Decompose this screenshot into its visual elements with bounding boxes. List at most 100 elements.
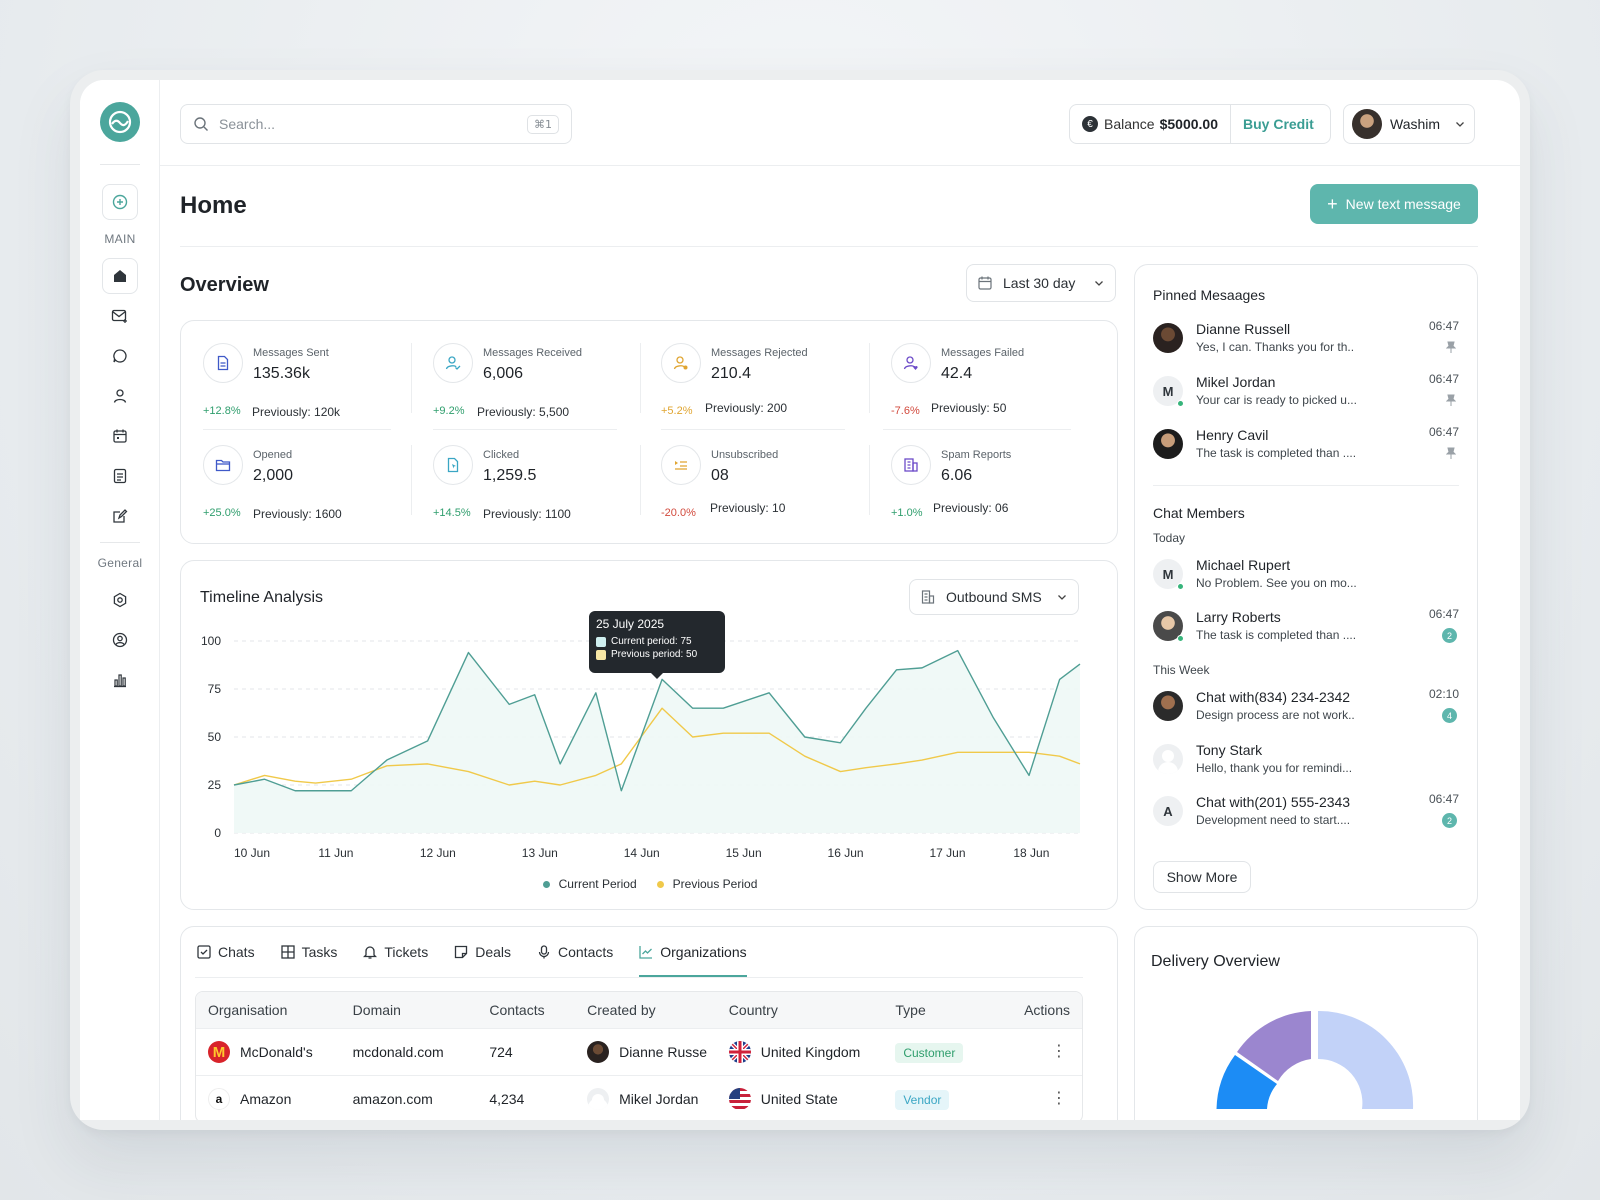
chat-member[interactable]: A Chat with(201) 555-2343 Development ne… [1153, 792, 1459, 832]
stat-messages-sent[interactable]: Messages Sent 135.36k +12.8% Previously:… [203, 343, 403, 443]
col-domain[interactable]: Domain [352, 1002, 401, 1018]
pinned-message[interactable]: Henry Cavil The task is completed than .… [1153, 425, 1459, 465]
x-tick-label: 13 Jun [522, 846, 558, 860]
tab-label: Deals [475, 944, 511, 960]
row-actions-button[interactable]: ⋮ [1008, 1091, 1082, 1107]
stat-clicked[interactable]: Clicked 1,259.5 +14.5% Previously: 1100 [433, 445, 633, 545]
country-name: United Kingdom [760, 1044, 861, 1060]
timeline-chart[interactable]: 100 75 50 25 0 10 Jun 11 Jun 12 Jun 13 Jun 14 Jun… [181, 561, 1119, 871]
tooltip-date: 25 July 2025 [596, 617, 665, 631]
x-tick-label: 14 Jun [624, 846, 660, 860]
user-menu[interactable]: Washim [1343, 104, 1475, 144]
sidebar-item-notes[interactable] [102, 498, 138, 534]
row-actions-button[interactable]: ⋮ [1008, 1044, 1082, 1060]
col-organisation[interactable]: Organisation [208, 1002, 288, 1018]
plus-icon: + [1327, 193, 1338, 214]
user-avatar [1352, 109, 1382, 139]
chat-members-title: Chat Members [1153, 505, 1245, 521]
pin-icon[interactable] [1446, 394, 1456, 406]
message-preview: The task is completed than .... [1196, 446, 1357, 460]
current-period-area [234, 650, 1080, 833]
stat-label: Messages Sent [253, 347, 329, 359]
user-star-icon [673, 356, 688, 370]
stat-messages-received[interactable]: Messages Received 6,006 +9.2% Previously… [433, 343, 633, 443]
pin-icon[interactable] [1446, 341, 1456, 353]
sms-type-select[interactable]: Outbound SMS [909, 579, 1079, 615]
chart-line-icon [639, 946, 653, 959]
col-created-by[interactable]: Created by [587, 1002, 656, 1018]
cell-created-by: Dianne Russe [587, 1041, 729, 1063]
col-country[interactable]: Country [728, 1002, 778, 1018]
tab-label: Organizations [660, 944, 747, 960]
donut-segment-light[interactable] [1318, 1010, 1414, 1109]
org-name: Amazon [240, 1091, 292, 1107]
tab-tickets[interactable]: Tickets [363, 927, 428, 977]
settings-icon [113, 592, 127, 608]
app-logo[interactable] [100, 102, 140, 142]
search-box[interactable]: Search... ⌘1 [180, 104, 572, 144]
donut-segment-purple[interactable] [1237, 1011, 1311, 1081]
online-indicator [1177, 400, 1184, 407]
y-tick-label: 50 [208, 730, 222, 744]
search-input[interactable]: Search... [219, 116, 276, 132]
sidebar-item-contacts[interactable] [102, 378, 138, 414]
grid-icon [280, 945, 295, 959]
organizations-card: Chats Tasks Tickets Deals Contacts Organ… [180, 926, 1118, 1120]
sidebar-item-home[interactable] [102, 258, 138, 294]
stat-unsubscribed[interactable]: Unsubscribed 08 -20.0% Previously: 10 [661, 445, 861, 545]
delivery-donut[interactable] [1135, 927, 1479, 1120]
stat-icon-wrap [433, 445, 473, 485]
chat-member[interactable]: Chat with(834) 234-2342 Design process a… [1153, 687, 1459, 727]
sidebar-item-reports[interactable] [102, 662, 138, 698]
stat-icon-wrap [203, 445, 243, 485]
stat-messages-rejected[interactable]: Messages Rejected 210.4 +5.2% Previously… [661, 343, 861, 443]
chat-member[interactable]: Larry Roberts The task is completed than… [1153, 607, 1459, 647]
legend-previous[interactable]: Previous Period [656, 877, 758, 891]
sidebar-item-profile[interactable] [102, 622, 138, 658]
sidebar-item-mail[interactable] [102, 298, 138, 334]
new-text-message-button[interactable]: + New text message [1310, 184, 1478, 224]
pinned-message[interactable]: M Mikel Jordan Your car is ready to pick… [1153, 372, 1459, 412]
type-badge: Vendor [895, 1090, 950, 1110]
buy-credit-button[interactable]: Buy Credit [1243, 116, 1314, 132]
tab-tasks[interactable]: Tasks [280, 927, 337, 977]
date-range-select[interactable]: Last 30 day [966, 264, 1116, 302]
tab-contacts[interactable]: Contacts [537, 927, 613, 977]
pin-icon[interactable] [1446, 447, 1456, 459]
chat-member[interactable]: Tony Stark Hello, thank you for remindi.… [1153, 740, 1459, 780]
chat-member[interactable]: M Michael Rupert No Problem. See you on … [1153, 555, 1459, 595]
sidebar-item-chat[interactable] [102, 338, 138, 374]
stat-opened[interactable]: Opened 2,000 +25.0% Previously: 1600 [203, 445, 403, 545]
col-type[interactable]: Type [895, 1002, 926, 1018]
cell-country: United State [728, 1088, 896, 1110]
sidebar-item-calendar[interactable] [102, 418, 138, 454]
uk-flag-icon [728, 1041, 751, 1063]
sidebar-add-button[interactable] [102, 184, 138, 220]
org-name: McDonald's [240, 1044, 313, 1060]
sidebar-item-settings[interactable] [102, 582, 138, 618]
avatar [1153, 744, 1183, 774]
pinned-message[interactable]: Dianne Russell Yes, I can. Thanks you fo… [1153, 319, 1459, 359]
stat-messages-failed[interactable]: Messages Failed 42.4 -7.6% Previously: 5… [891, 343, 1091, 443]
show-more-button[interactable]: Show More [1153, 861, 1251, 893]
unread-count: 2 [1442, 628, 1457, 643]
tabs-bar: Chats Tasks Tickets Deals Contacts Organ… [197, 927, 773, 977]
tab-deals[interactable]: Deals [454, 927, 511, 977]
chevron-down-icon [1095, 281, 1103, 286]
table-row[interactable]: M McDonald's mcdonald.com 724 Dianne Rus… [196, 1028, 1082, 1075]
donut-segment-blue[interactable] [1216, 1055, 1278, 1109]
stat-spam-reports[interactable]: Spam Reports 6.06 +1.0% Previously: 06 [891, 445, 1091, 545]
search-icon [194, 117, 208, 131]
stat-change: -20.0% [661, 507, 696, 519]
table-row[interactable]: a Amazon amazon.com 4,234 Mikel Jordan U… [196, 1075, 1082, 1120]
stat-label: Messages Received [483, 347, 583, 359]
tab-chats[interactable]: Chats [197, 927, 255, 977]
more-vertical-icon: ⋮ [1051, 1043, 1068, 1060]
sidebar-item-documents[interactable] [102, 458, 138, 494]
tab-organizations[interactable]: Organizations [639, 927, 748, 977]
col-contacts[interactable]: Contacts [489, 1002, 545, 1018]
delivery-title: Delivery Overview [1151, 953, 1280, 970]
legend-current[interactable]: Current Period [542, 877, 637, 891]
home-icon [114, 270, 126, 282]
legend-label: Previous Period [672, 877, 758, 891]
